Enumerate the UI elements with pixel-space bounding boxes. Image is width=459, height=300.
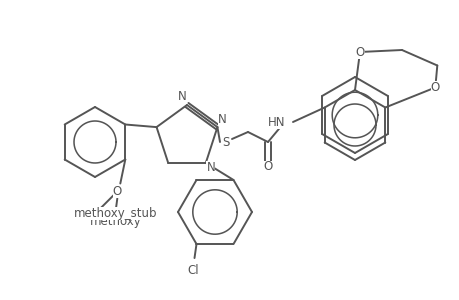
Text: methoxy: methoxy — [89, 215, 141, 228]
Text: Cl: Cl — [187, 263, 199, 277]
Text: O: O — [112, 185, 122, 198]
Text: N: N — [177, 91, 186, 103]
Text: O: O — [263, 160, 272, 173]
Text: O: O — [430, 81, 439, 94]
Text: N: N — [206, 161, 215, 174]
Text: HN: HN — [267, 116, 285, 128]
Text: N: N — [218, 112, 226, 126]
Text: O: O — [355, 46, 364, 59]
Text: methoxy_stub: methoxy_stub — [73, 207, 157, 220]
Text: S: S — [222, 136, 229, 148]
